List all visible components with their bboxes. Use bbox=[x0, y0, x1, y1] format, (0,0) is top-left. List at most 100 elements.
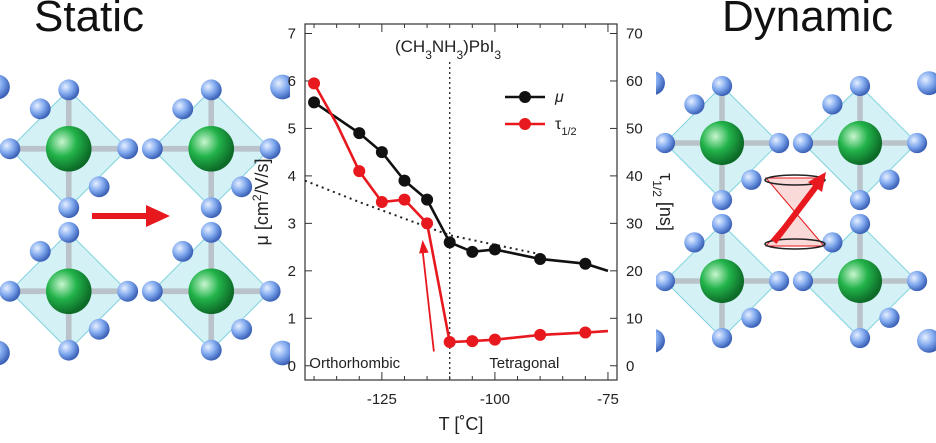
chart-title: (CH3NH3)PbI3 bbox=[395, 37, 501, 62]
iodine-atom bbox=[231, 318, 253, 340]
data-point-1 bbox=[421, 217, 434, 230]
iodine-atom bbox=[792, 270, 814, 292]
data-point-0 bbox=[375, 146, 388, 159]
lead-atom bbox=[699, 258, 745, 304]
iodine-atom bbox=[0, 74, 10, 100]
iodine-atom bbox=[88, 318, 110, 340]
iodine-atom bbox=[711, 75, 733, 97]
iodine-atom bbox=[172, 98, 194, 120]
y2-tick-label: 30 bbox=[626, 215, 643, 232]
iodine-atom bbox=[200, 339, 222, 361]
iodine-atom bbox=[29, 240, 51, 262]
iodine-atom bbox=[29, 98, 51, 120]
lead-atom bbox=[45, 125, 92, 172]
iodine-atom bbox=[906, 270, 928, 292]
iodine-atom bbox=[849, 327, 871, 349]
y-tick-label: 7 bbox=[288, 25, 296, 42]
lead-atom bbox=[188, 268, 235, 315]
static-panel-title: Static bbox=[34, 0, 145, 41]
data-point-1 bbox=[375, 196, 388, 208]
legend-label-0: μ bbox=[554, 89, 564, 106]
iodine-atom bbox=[141, 138, 163, 160]
iodine-atom bbox=[259, 280, 281, 302]
legend-label-1: τ1/2 bbox=[555, 116, 577, 138]
y-tick-label: 6 bbox=[288, 73, 296, 90]
rotation-orbit-bottom bbox=[764, 238, 826, 250]
annotation-arrow-head bbox=[419, 239, 429, 254]
iodine-atom bbox=[0, 340, 10, 366]
lead-atom bbox=[45, 268, 92, 315]
iodine-atom bbox=[849, 213, 871, 235]
y2-tick-label: 60 bbox=[626, 73, 643, 90]
iodine-atom bbox=[141, 280, 163, 302]
iodine-atom bbox=[270, 340, 290, 366]
y-tick-label: 3 bbox=[288, 215, 296, 232]
trend-line bbox=[304, 179, 541, 256]
static-arrow-head bbox=[146, 205, 170, 227]
phase-annotation: Tetragonal bbox=[489, 355, 559, 372]
iodine-atom bbox=[656, 329, 665, 353]
dynamic-arrow-head bbox=[808, 172, 826, 192]
data-point-0 bbox=[398, 174, 411, 187]
data-point-0 bbox=[579, 257, 592, 270]
dynamic-crystal-structure bbox=[656, 71, 936, 353]
data-point-0 bbox=[308, 96, 321, 109]
iodine-atom bbox=[259, 138, 281, 160]
iodine-atom bbox=[0, 138, 21, 160]
y-tick-label: 4 bbox=[288, 168, 296, 185]
iodine-atom bbox=[200, 79, 222, 101]
series-line-1 bbox=[312, 82, 609, 344]
iodine-atom bbox=[768, 132, 790, 154]
y-tick-label: 1 bbox=[288, 310, 296, 327]
iodine-atom bbox=[849, 75, 871, 97]
annotation-arrow-shaft bbox=[421, 249, 435, 352]
rotation-orbit-top bbox=[764, 174, 826, 186]
iodine-atom bbox=[906, 132, 928, 154]
x-tick-label: -125 bbox=[367, 391, 397, 408]
y-tick-label: 0 bbox=[288, 358, 296, 375]
data-point-1 bbox=[579, 326, 592, 339]
iodine-atom bbox=[849, 189, 871, 211]
x-axis-label: T [˚C] bbox=[439, 414, 484, 434]
lead-atom bbox=[699, 120, 745, 166]
iodine-atom bbox=[741, 169, 762, 190]
lead-atom bbox=[837, 120, 883, 166]
iodine-atom bbox=[58, 339, 80, 361]
iodine-atom bbox=[822, 232, 843, 253]
y-tick-label: 5 bbox=[288, 120, 296, 137]
data-point-1 bbox=[398, 193, 411, 206]
data-point-0 bbox=[488, 243, 501, 256]
iodine-atom bbox=[231, 176, 253, 198]
iodine-atom bbox=[656, 270, 676, 292]
iodine-atom bbox=[711, 189, 733, 211]
y2-tick-label: 10 bbox=[626, 310, 643, 327]
data-point-0 bbox=[466, 245, 479, 258]
data-point-1 bbox=[308, 77, 321, 90]
iodine-atom bbox=[172, 240, 194, 262]
iodine-atom bbox=[684, 232, 705, 253]
legend-marker-1 bbox=[519, 118, 531, 130]
iodine-atom bbox=[741, 307, 762, 328]
iodine-atom bbox=[0, 280, 21, 302]
data-point-1 bbox=[488, 333, 501, 346]
data-point-0 bbox=[421, 193, 434, 206]
iodine-atom bbox=[656, 132, 676, 154]
iodine-atom bbox=[58, 79, 80, 101]
iodine-atom bbox=[200, 221, 222, 243]
y2-tick-label: 70 bbox=[626, 25, 643, 42]
data-point-1 bbox=[534, 328, 547, 341]
iodine-atom bbox=[879, 169, 900, 190]
y2-axis-label: τ1/2 [ns] bbox=[650, 173, 676, 231]
data-point-0 bbox=[353, 127, 366, 140]
iodine-atom bbox=[684, 94, 705, 115]
x-tick-label: -100 bbox=[480, 391, 510, 408]
iodine-atom bbox=[768, 270, 790, 292]
iodine-atom bbox=[117, 138, 139, 160]
x-tick-label: -75 bbox=[597, 391, 619, 408]
plot-frame bbox=[304, 23, 618, 381]
lead-atom bbox=[837, 258, 883, 304]
iodine-atom bbox=[879, 307, 900, 328]
data-point-0 bbox=[534, 252, 547, 265]
